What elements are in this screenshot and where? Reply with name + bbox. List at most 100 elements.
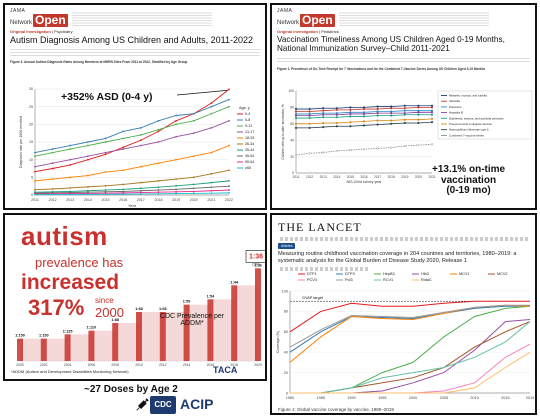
- data-point: [175, 135, 177, 138]
- legend-label: 5-8: [245, 118, 250, 122]
- vaccination-callout: +13.1% on-time vaccination (0-19 mo): [432, 164, 506, 197]
- data-point: [122, 193, 125, 196]
- data-point: [139, 126, 142, 129]
- data-point: [228, 98, 230, 101]
- prevalence-data-label: 1:88: [111, 318, 119, 322]
- top-badge-label: 1:36: [249, 253, 263, 260]
- callout-arrow: [176, 89, 228, 96]
- x-tick-label: 2010: [470, 396, 478, 400]
- y-tick-label: 80: [284, 310, 288, 314]
- data-point: [139, 144, 142, 147]
- x-tick-label: 2008: [111, 363, 119, 367]
- legend-label: RCV1: [383, 278, 393, 282]
- legend-label: Combined 7-vaccine series: [449, 133, 484, 137]
- legend-label: MCV2: [497, 272, 508, 276]
- data-point: [87, 189, 89, 192]
- data-point: [51, 148, 54, 150]
- data-point: [192, 155, 195, 158]
- data-point: [417, 106, 420, 109]
- data-point: [430, 113, 434, 116]
- legend-label: PCV3: [307, 278, 317, 282]
- data-point: [69, 164, 72, 166]
- data-point: [157, 192, 160, 195]
- x-tick-label: 2019: [526, 396, 534, 400]
- prevalence-bar: [64, 334, 71, 361]
- x-tick-label: 2012: [49, 198, 57, 202]
- data-point: [157, 179, 160, 182]
- x-tick-label: 2016: [207, 363, 215, 367]
- legend-label: 35-44: [245, 148, 254, 152]
- series-line: [34, 120, 230, 168]
- data-point: [228, 185, 230, 188]
- callout-line-1: +13.1% on-time: [432, 164, 506, 175]
- data-point: [362, 148, 366, 151]
- x-axis-label: NIS-Child survey year: [347, 180, 383, 184]
- data-point: [294, 107, 298, 111]
- prevalence-bar: [112, 323, 119, 361]
- data-point: [322, 109, 325, 112]
- syringe-icon: [136, 398, 149, 411]
- lancet-meta-line: [278, 237, 529, 241]
- series-line: [34, 145, 230, 182]
- article-title: Autism Diagnosis Among US Children and A…: [10, 35, 253, 45]
- series-line: [290, 321, 531, 394]
- x-tick-label: 2006: [88, 363, 96, 367]
- x-tick-label: 2005: [440, 396, 448, 400]
- x-tick-label: 2015: [501, 396, 509, 400]
- y-tick-label: 60: [284, 330, 288, 334]
- data-point: [376, 112, 379, 115]
- legend-label: 45-54: [245, 154, 254, 158]
- data-point: [417, 118, 420, 121]
- legend-label: Pol3: [345, 278, 353, 282]
- data-point: [308, 126, 311, 129]
- data-point: [390, 107, 393, 110]
- articles-banner: Articles: [278, 243, 529, 249]
- data-point: [175, 192, 177, 195]
- citation-block: [71, 11, 212, 27]
- cdc-logo: CDC: [150, 396, 176, 414]
- data-point: [157, 162, 160, 165]
- data-point: [349, 115, 352, 118]
- data-point: [69, 158, 72, 161]
- y-tick-label: 0: [286, 391, 288, 395]
- x-tick-label: 2010: [135, 363, 143, 367]
- x-tick-label: 2020: [415, 175, 422, 179]
- series-line: [290, 319, 531, 394]
- panel-vaccination-timeliness: JAMA Network Open Original Investigation…: [270, 3, 537, 210]
- data-point: [228, 119, 230, 122]
- data-point: [294, 114, 298, 117]
- series-line: [289, 304, 530, 348]
- data-point: [210, 181, 213, 184]
- prevalence-data-label: 1:44: [230, 280, 238, 284]
- data-point: [210, 151, 213, 154]
- data-point: [104, 141, 107, 143]
- journal-header: JAMA Network Open: [272, 5, 535, 27]
- data-point: [210, 105, 213, 108]
- y-tick-label: 15: [29, 140, 33, 144]
- data-point: [417, 113, 420, 116]
- data-point: [430, 143, 434, 146]
- x-tick-label: 2017: [374, 175, 381, 179]
- data-point: [210, 102, 213, 105]
- data-point: [228, 189, 230, 191]
- x-tick-label: 2015: [102, 198, 110, 202]
- acip-logo: ACIP: [180, 396, 214, 412]
- data-point: [403, 107, 406, 110]
- data-point: [294, 110, 298, 113]
- x-tick-label: 2015: [347, 175, 354, 179]
- data-point: [335, 108, 338, 111]
- data-point: [349, 148, 352, 152]
- x-axis-label: Year: [128, 203, 137, 208]
- data-point: [294, 116, 298, 120]
- data-point: [104, 190, 107, 193]
- x-tick-label: 1995: [378, 396, 386, 400]
- y-tick-label: 25: [29, 105, 33, 109]
- y-tick-label: 60: [290, 122, 294, 126]
- x-tick-label: 2000: [409, 396, 417, 400]
- legend-label: 26-34: [245, 142, 254, 146]
- data-point: [175, 114, 177, 117]
- data-point: [335, 125, 338, 128]
- increased-text: increased: [21, 271, 120, 294]
- data-point: [228, 88, 230, 91]
- series-line: [34, 169, 230, 191]
